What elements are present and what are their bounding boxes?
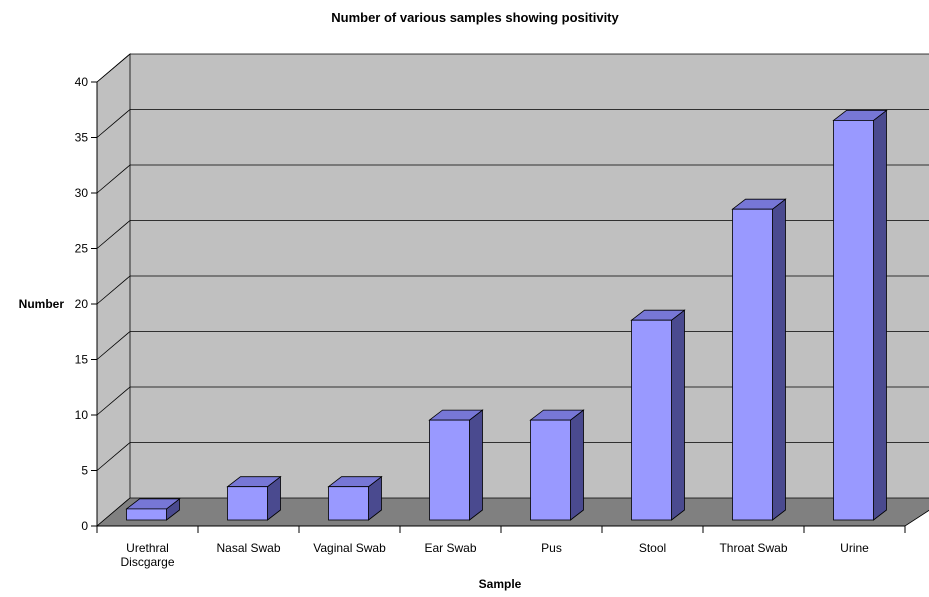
y-tick-label: 25	[75, 242, 89, 256]
chart-title: Number of various samples showing positi…	[331, 10, 619, 25]
y-tick-label: 35	[75, 131, 89, 145]
bar-front	[328, 486, 369, 521]
bar-front	[833, 120, 874, 521]
gridline-diagonal	[96, 109, 131, 138]
bar-side	[671, 309, 685, 521]
bar	[630, 309, 686, 521]
x-tick-label: Stool	[639, 541, 666, 555]
bar	[226, 475, 282, 521]
y-tick-label: 10	[75, 408, 89, 422]
y-tick-label: 30	[75, 186, 89, 200]
gridline-diagonal	[96, 53, 131, 83]
x-tick-label: Urine	[840, 541, 869, 555]
bar	[731, 198, 787, 521]
gridline-diagonal	[96, 442, 131, 471]
bar-front	[126, 508, 167, 521]
x-tick-label: Discgarge	[120, 555, 174, 569]
gridline-diagonal	[96, 331, 131, 360]
bar-side	[469, 409, 483, 521]
bar-side	[772, 198, 786, 521]
bar	[529, 409, 585, 521]
bar-front	[732, 208, 773, 521]
y-axis-title: Number	[19, 297, 65, 311]
bar-side	[873, 109, 887, 521]
bar	[832, 109, 888, 521]
y-tick-label: 40	[75, 75, 89, 89]
bar	[327, 475, 383, 521]
gridlines	[96, 53, 929, 471]
floor	[95, 497, 929, 527]
x-tick-label: Throat Swab	[719, 541, 787, 555]
y-tick-label: 0	[81, 519, 88, 533]
gridline-diagonal	[96, 386, 131, 416]
gridline-diagonal	[96, 275, 131, 305]
y-tick-label: 5	[81, 464, 88, 478]
gridline-diagonal	[96, 220, 131, 249]
x-tick-label: Ear Swab	[424, 541, 476, 555]
bar	[125, 498, 181, 521]
bar-side	[570, 409, 584, 521]
x-tick-label: Urethral	[126, 541, 169, 555]
bar-front	[227, 486, 268, 521]
x-tick-label: Vaginal Swab	[313, 541, 386, 555]
bar	[428, 409, 484, 521]
chart-background	[95, 53, 929, 527]
x-axis-title: Sample	[479, 577, 522, 591]
bar-front	[631, 319, 672, 521]
chart-text: Number of various samples showing positi…	[19, 10, 870, 591]
x-tick-label: Pus	[541, 541, 562, 555]
bar-front	[530, 419, 571, 521]
bar-front	[429, 419, 470, 521]
gridline-diagonal	[96, 164, 131, 194]
bars	[125, 109, 888, 521]
axes	[91, 81, 906, 533]
y-tick-label: 15	[75, 353, 89, 367]
x-tick-label: Nasal Swab	[216, 541, 280, 555]
y-tick-label: 20	[75, 297, 89, 311]
